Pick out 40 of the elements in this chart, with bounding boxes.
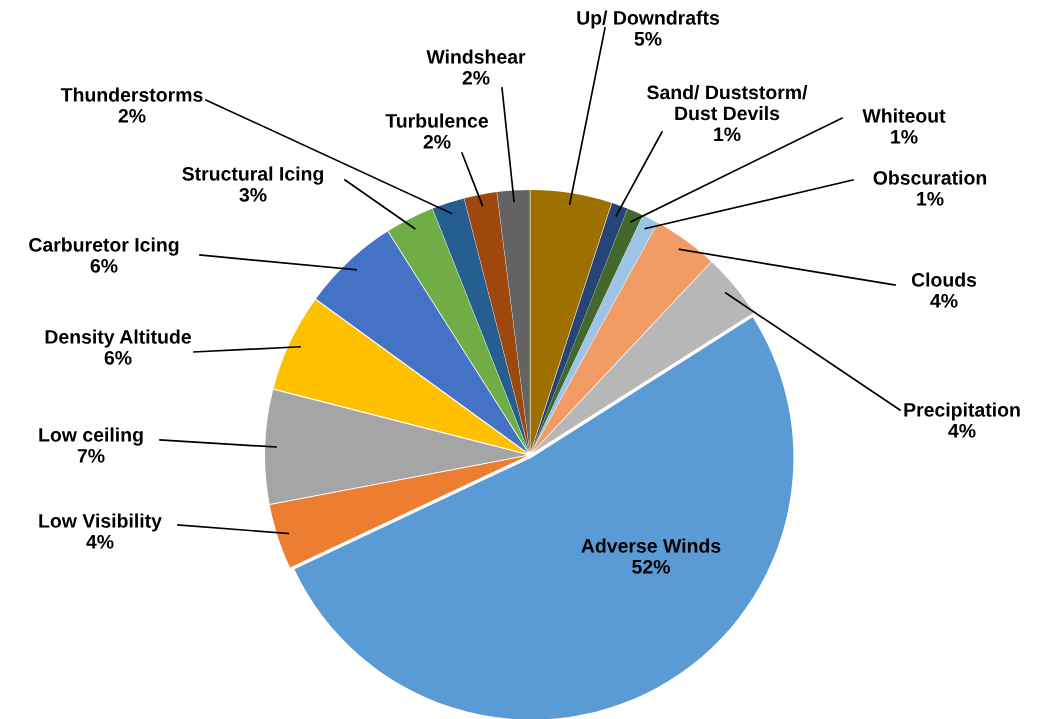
data-label: 2% — [462, 70, 490, 85]
slice-label: Density Altitude — [45, 329, 191, 348]
slice-label: Structural Icing — [182, 166, 324, 185]
pie-slice — [273, 299, 528, 454]
pie-slice — [531, 222, 712, 453]
data-label: 52% — [632, 559, 670, 574]
slice-label: Carburetor Icing — [29, 237, 179, 256]
pie-slice — [388, 208, 529, 453]
pie-slice — [530, 190, 612, 453]
data-label: 4% — [86, 534, 114, 549]
data-label: 1% — [917, 191, 944, 206]
data-label: 7% — [77, 449, 105, 463]
slice-label: Precipitation — [904, 402, 1020, 421]
slice-label: Whiteout — [862, 108, 946, 123]
slice-label: Turbulence — [385, 113, 489, 128]
slice-label: Low ceiling — [39, 427, 143, 446]
slice-label: Obscuration — [873, 170, 987, 185]
slice-label: Sand/ Duststorm/ Dust Devils — [647, 84, 808, 121]
pie-slice — [265, 389, 527, 504]
data-label: 6% — [104, 350, 132, 365]
pie-slice — [532, 262, 754, 454]
data-label: 1% — [714, 127, 741, 142]
pie-slice — [432, 198, 530, 453]
data-label: 2% — [118, 108, 146, 123]
data-label: 4% — [948, 423, 976, 438]
slice-label: Up/ Downdrafts — [577, 10, 720, 29]
pie-slice — [269, 455, 528, 568]
data-label: 6% — [90, 258, 118, 273]
data-label: 1% — [891, 129, 918, 144]
slice-label: Clouds — [911, 272, 977, 287]
pie-slice — [496, 190, 530, 453]
slice-label: Windshear — [426, 49, 526, 64]
data-label: 5% — [634, 31, 662, 46]
data-label: 2% — [423, 134, 451, 149]
slice-label: Thunderstorms — [60, 87, 203, 102]
data-label: 4% — [930, 293, 958, 308]
slice-label: Low Visibility — [39, 513, 162, 532]
data-label: 3% — [239, 187, 267, 202]
pie-slice — [315, 231, 528, 453]
slice-label: Adverse Winds — [581, 538, 721, 553]
